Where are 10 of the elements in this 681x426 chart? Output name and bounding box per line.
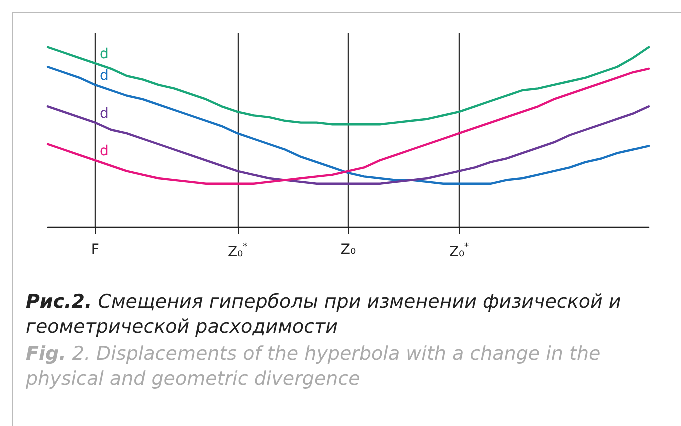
x-tick-label: F (91, 242, 100, 258)
x-tick-label: Z₀* (228, 242, 248, 260)
text: Рис.2. Смещения гиперболы при изменении физической и геометрической расходимости (26, 290, 622, 340)
x-tick-label: Z₀* (449, 242, 470, 260)
series-label: d (100, 106, 109, 122)
x-tick-label: Z₀ (340, 242, 356, 258)
text: Fig. 2. Displacements of the hyperbola with a change in the physical and geometric divergence (26, 342, 602, 392)
series-label: d (100, 46, 109, 63)
series-label: d (100, 144, 109, 160)
series-label: d (100, 68, 109, 84)
